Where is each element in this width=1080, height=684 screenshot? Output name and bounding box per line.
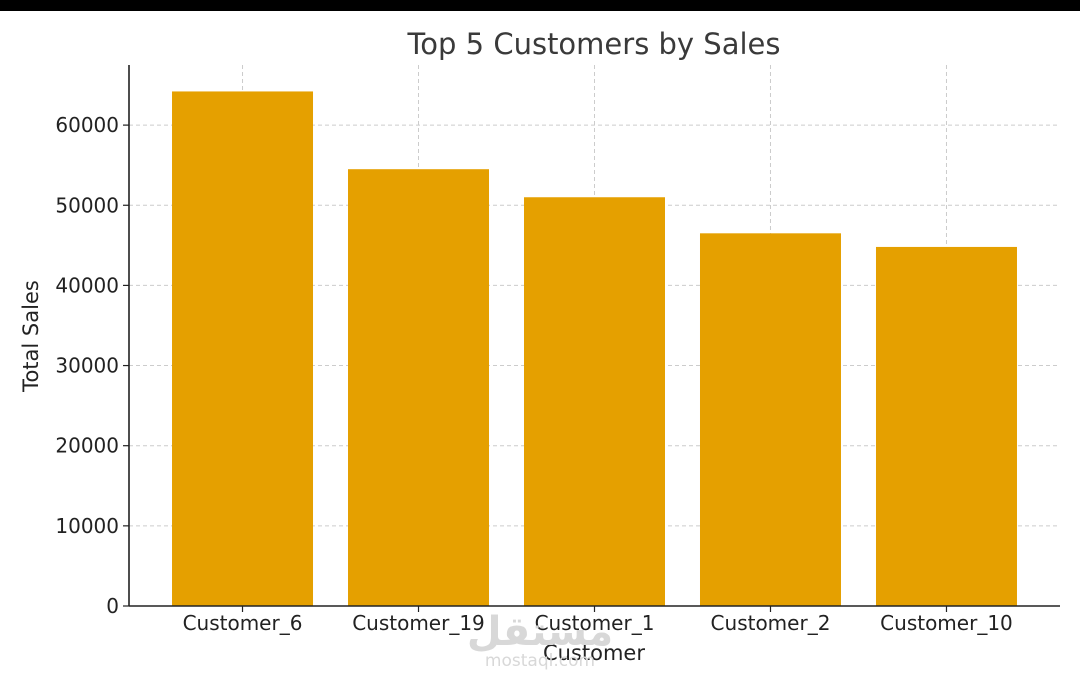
- x-tick-label: Customer_10: [880, 611, 1013, 635]
- axis-layer: [123, 65, 1060, 612]
- y-axis-label: Total Sales: [19, 280, 43, 393]
- y-tick-label: 50000: [55, 193, 119, 217]
- y-tick-label: 20000: [55, 434, 119, 458]
- bar-customer-1: [524, 197, 665, 606]
- bar-customer-2: [699, 233, 841, 607]
- y-tick-label: 0: [106, 594, 119, 618]
- y-tick-label: 10000: [55, 514, 119, 538]
- y-tick-label: 40000: [55, 273, 119, 297]
- watermark-latin: mostaql.com: [485, 651, 595, 671]
- bar-customer-6: [172, 91, 314, 606]
- label-layer: 0 10000 20000 30000 40000 50000 60000 Customer_…: [55, 113, 1012, 635]
- chart-title: Top 5 Customers by Sales: [407, 27, 781, 61]
- x-tick-label: Customer_6: [183, 611, 303, 635]
- bar-customer-19: [348, 169, 490, 606]
- x-tick-label: Customer_19: [352, 611, 485, 635]
- x-tick-label: Customer_2: [711, 611, 831, 635]
- y-tick-label: 60000: [55, 113, 119, 137]
- x-tick-label: Customer_1: [535, 611, 655, 635]
- x-axis-label: Customer: [543, 641, 645, 665]
- bar-layer: [172, 91, 1017, 607]
- watermark-arabic: مستقل: [467, 609, 613, 655]
- bar-customer-10: [875, 246, 1017, 607]
- top-status-bar: [0, 0, 1080, 11]
- y-tick-label: 30000: [55, 354, 119, 378]
